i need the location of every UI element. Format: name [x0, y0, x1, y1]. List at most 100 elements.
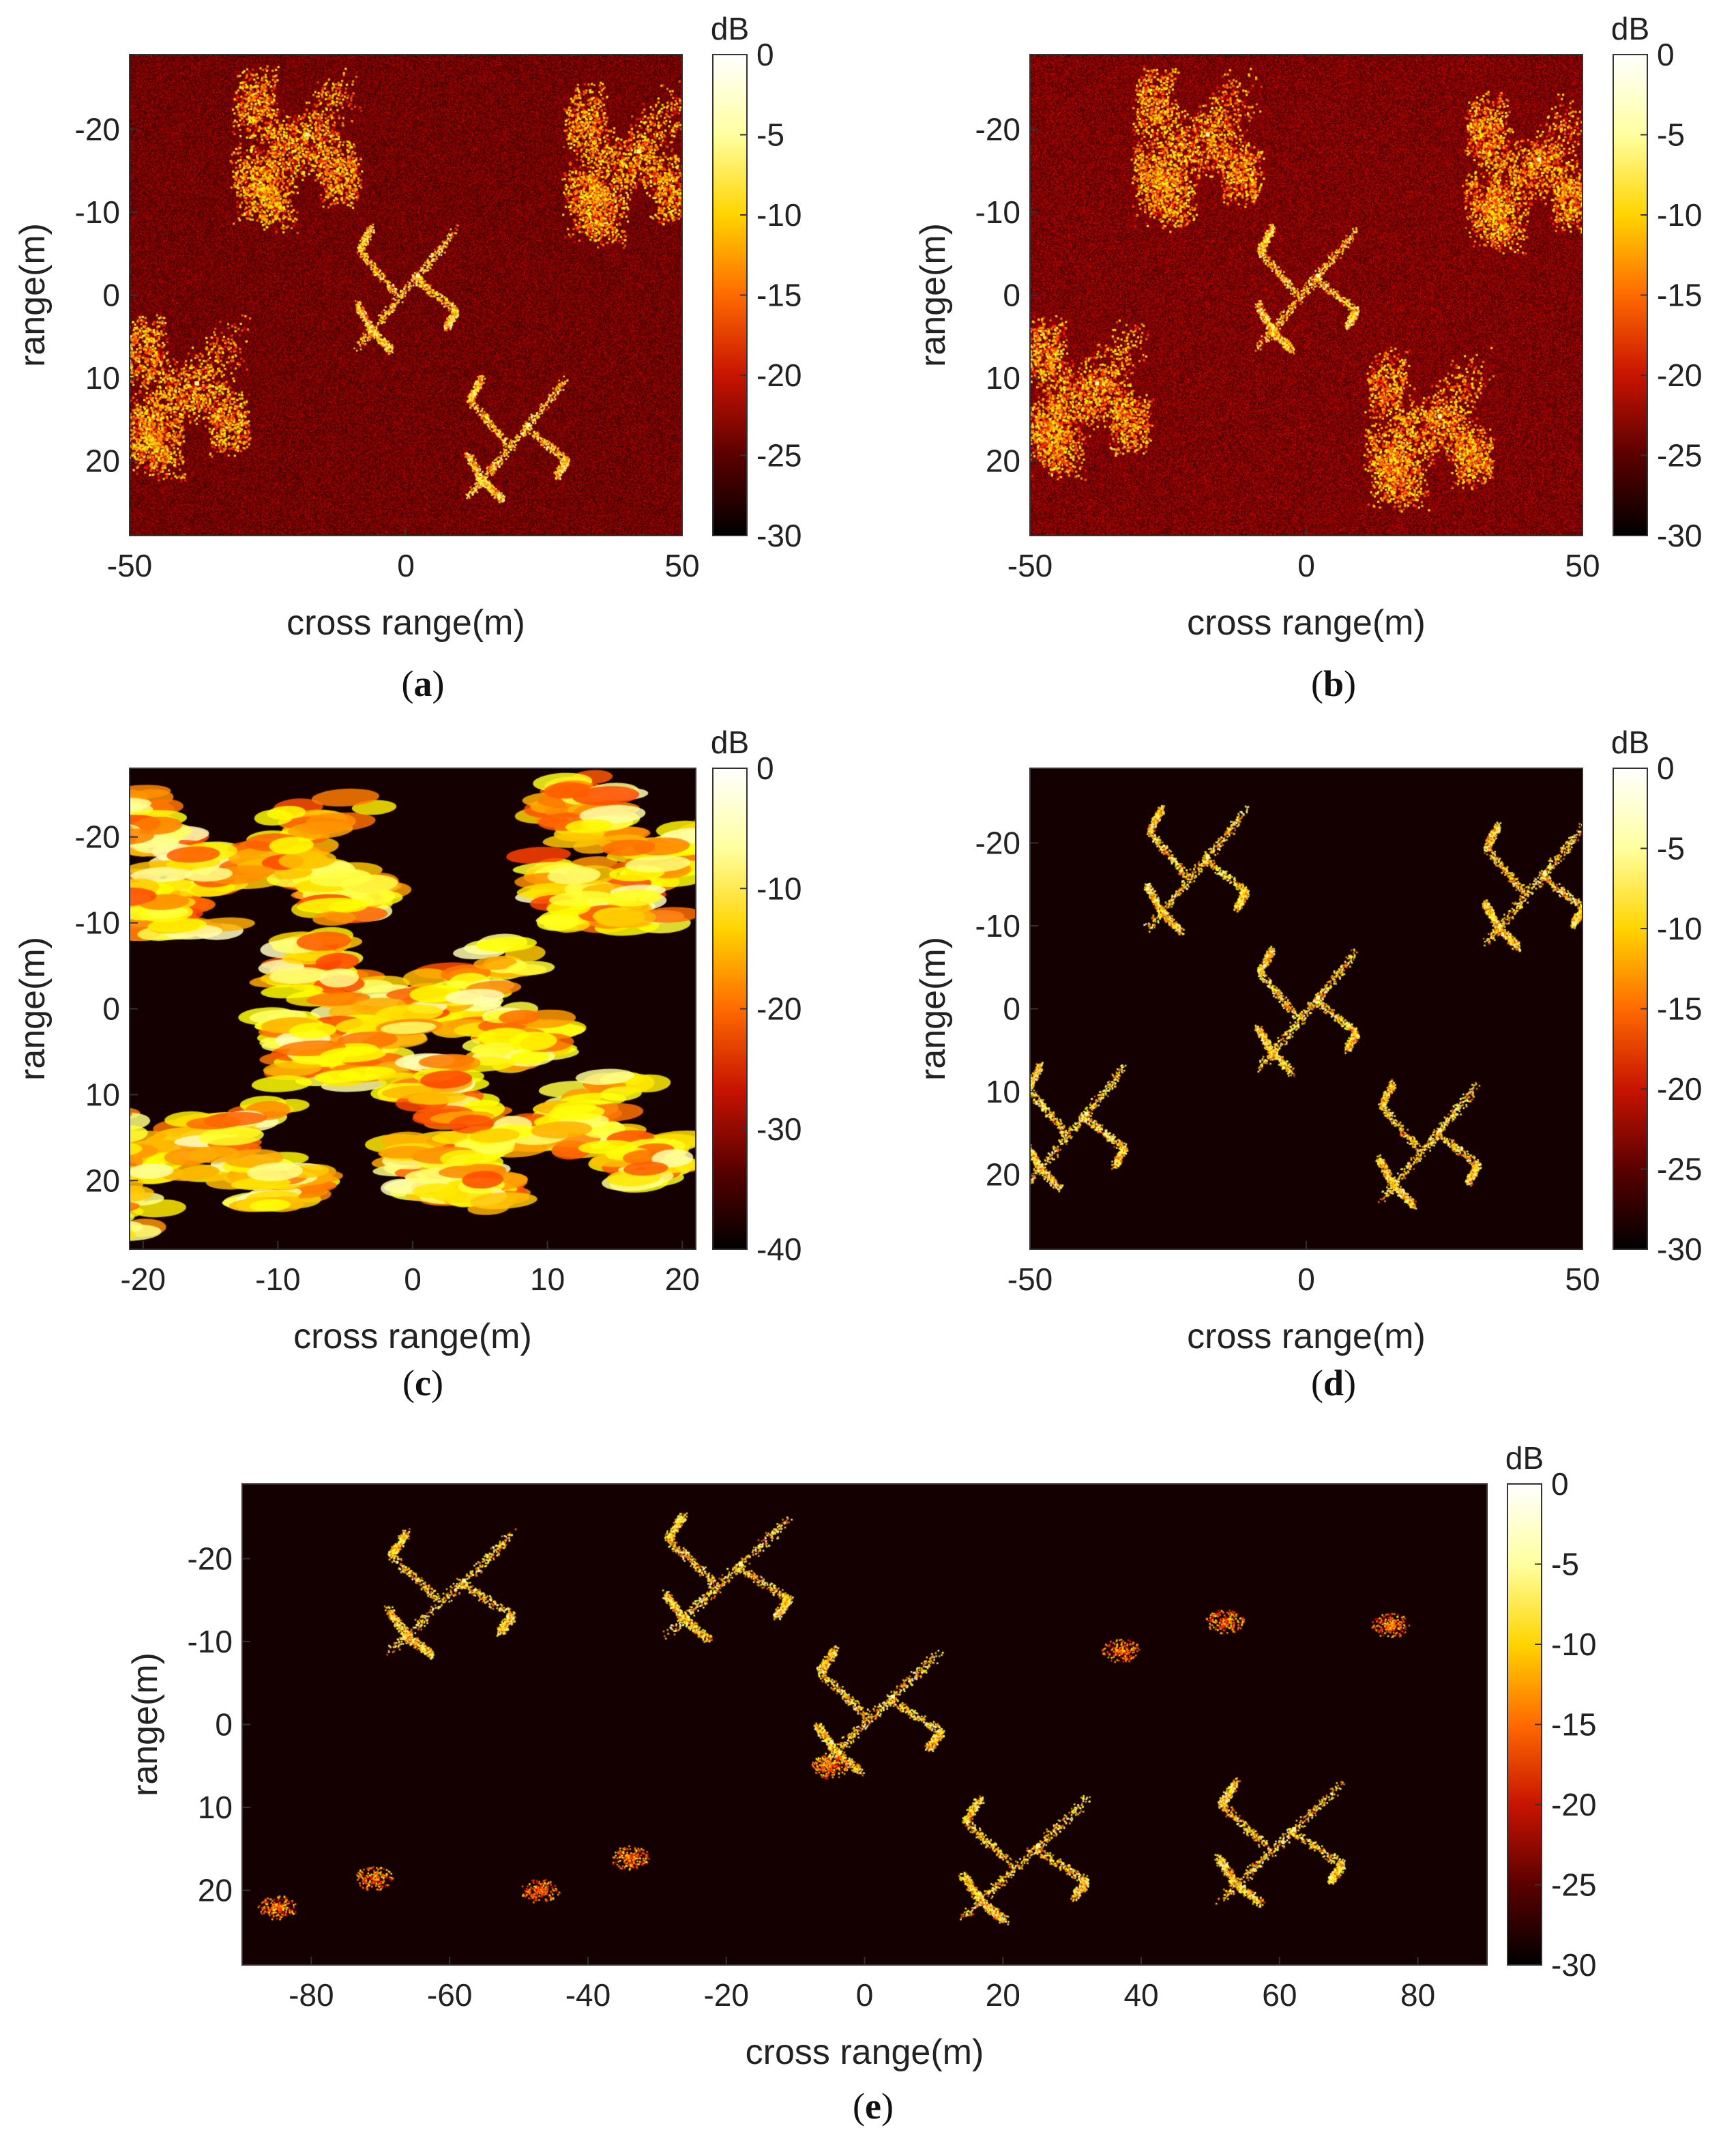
colorbar-tick-label: -10	[1657, 197, 1702, 233]
y-tick-label: -20	[975, 825, 1020, 860]
panel-caption-c: (c)	[402, 1363, 443, 1403]
y-tick-label: 10	[85, 1077, 120, 1112]
x-tick-label: -80	[289, 1977, 334, 2013]
x-tick-label: 80	[1400, 1977, 1435, 2013]
colorbar-tick-label: -10	[756, 871, 801, 906]
panel-d: -50 0 50 -20 -10 0 10 20 cross range(m) range(m) 0…	[913, 725, 1702, 1403]
heatmap-image-b	[1030, 55, 1583, 536]
x-tick-label: 0	[1297, 1262, 1315, 1297]
panel-caption-a: (a)	[402, 663, 445, 704]
colorbar-tick-label: -10	[1551, 1627, 1596, 1662]
x-tick-label: 50	[1565, 1262, 1600, 1297]
heatmap-image-d	[1030, 768, 1583, 1249]
colorbar-tick-label: 0	[756, 37, 774, 72]
y-tick-label: -10	[75, 905, 120, 941]
x-tick-label: 60	[1262, 1977, 1297, 2013]
x-tick-label: 20	[986, 1977, 1020, 2013]
y-tick-label: -10	[188, 1624, 233, 1659]
colorbar-tick-label: -30	[1657, 518, 1702, 553]
y-tick-label: -10	[75, 194, 120, 230]
y-tick-label: 20	[986, 443, 1020, 479]
x-axis-label: cross range(m)	[1187, 1317, 1426, 1356]
colorbar-tick-label: -25	[756, 438, 801, 474]
x-tick-label: 0	[856, 1977, 874, 2013]
colorbar-unit-label: dB	[711, 11, 749, 46]
x-tick-label: 0	[397, 548, 415, 583]
colorbar-tick-label: -5	[756, 117, 784, 153]
y-tick-label: 0	[215, 1707, 233, 1743]
y-axis-label: range(m)	[13, 937, 53, 1081]
y-tick-label: 0	[102, 278, 120, 313]
colorbar-tick-label: 0	[756, 751, 774, 786]
panel-caption-d: (d)	[1311, 1363, 1356, 1403]
panel-caption-b: (b)	[1311, 663, 1356, 704]
y-tick-label: 20	[85, 443, 120, 479]
colorbar-tick-label: -15	[1657, 278, 1702, 313]
y-tick-label: -10	[975, 194, 1020, 230]
colorbar-tick-label: -20	[1657, 358, 1702, 393]
colorbar-unit-label: dB	[1611, 725, 1649, 760]
colorbar-tick-label: -30	[756, 518, 801, 553]
x-tick-label: -40	[565, 1977, 610, 2013]
colorbar-tick-label: -40	[756, 1232, 801, 1267]
y-tick-label: 0	[1003, 991, 1020, 1027]
colorbar-tick-label: -10	[1657, 911, 1702, 946]
y-tick-label: 10	[85, 360, 120, 396]
colorbar-tick-label: -25	[1657, 438, 1702, 474]
colorbar-tick-label: -15	[1657, 991, 1702, 1027]
y-tick-label: -20	[975, 111, 1020, 147]
y-axis-label: range(m)	[126, 1652, 165, 1796]
y-tick-label: -20	[188, 1541, 233, 1576]
y-tick-label: -20	[75, 819, 120, 855]
heatmap-image-e	[242, 1484, 1487, 1965]
colorbar-tick-label: 0	[1551, 1466, 1569, 1502]
x-axis-label: cross range(m)	[746, 2033, 984, 2072]
x-axis-label: cross range(m)	[1187, 603, 1426, 643]
x-axis-label: cross range(m)	[293, 1317, 532, 1356]
colorbar-tick-label: -30	[1657, 1232, 1702, 1267]
colorbar-tick-label: -25	[1551, 1867, 1596, 1903]
x-tick-label: -60	[427, 1977, 472, 2013]
colorbar-unit-label: dB	[711, 725, 749, 760]
y-tick-label: 20	[986, 1157, 1020, 1193]
x-tick-label: -50	[1007, 1262, 1053, 1297]
y-tick-label: -20	[75, 111, 120, 147]
colorbar-unit-label: dB	[1611, 11, 1649, 46]
colorbar-tick-label: -30	[756, 1111, 801, 1147]
x-tick-label: -20	[121, 1262, 166, 1297]
y-tick-label: 10	[986, 1074, 1020, 1109]
x-tick-label: 0	[1297, 548, 1315, 583]
colorbar-tick-label: -15	[1551, 1707, 1596, 1743]
x-tick-label: -10	[255, 1262, 300, 1297]
colorbar-tick-label: -20	[756, 358, 801, 393]
x-tick-label: 20	[665, 1262, 700, 1297]
heatmap-image-a	[130, 55, 682, 536]
colorbar-tick-label: -20	[1551, 1787, 1596, 1822]
colorbar-unit-label: dB	[1505, 1440, 1544, 1476]
panel-caption-e: (e)	[853, 2086, 894, 2127]
heatmap-image-c	[130, 768, 696, 1249]
x-tick-label: -20	[703, 1977, 748, 2013]
colorbar-tick-label: -30	[1551, 1947, 1596, 1983]
y-axis-label: range(m)	[913, 223, 953, 367]
panel-c: -20 -10 0 10 20 -20 -10 0 10 20 cross range(m) rang…	[13, 725, 801, 1403]
panel-b: -50 0 50 -20 -10 0 10 20 cross range(m) range(m) 0…	[913, 11, 1702, 704]
colorbar-tick-label: -25	[1657, 1152, 1702, 1187]
y-tick-label: 20	[198, 1873, 233, 1908]
x-tick-label: 50	[664, 548, 699, 583]
x-tick-label: 50	[1565, 548, 1600, 583]
y-tick-label: 10	[198, 1790, 233, 1825]
y-tick-label: 10	[986, 360, 1020, 396]
x-tick-label: 40	[1123, 1977, 1158, 2013]
x-tick-label: -50	[1007, 548, 1053, 583]
colorbar-tick-label: -5	[1551, 1547, 1579, 1582]
panel-a: -50 0 50 -20 -10 0 10 20 cross range(m) range(m) 0…	[13, 11, 801, 704]
colorbar-tick-label: -5	[1657, 117, 1685, 153]
x-tick-label: 0	[404, 1262, 422, 1297]
colorbar-tick-label: 0	[1657, 751, 1675, 786]
colorbar-tick-label: 0	[1657, 37, 1675, 72]
x-tick-label: 10	[530, 1262, 565, 1297]
y-axis-label: range(m)	[913, 937, 953, 1081]
y-axis-label: range(m)	[13, 223, 53, 367]
